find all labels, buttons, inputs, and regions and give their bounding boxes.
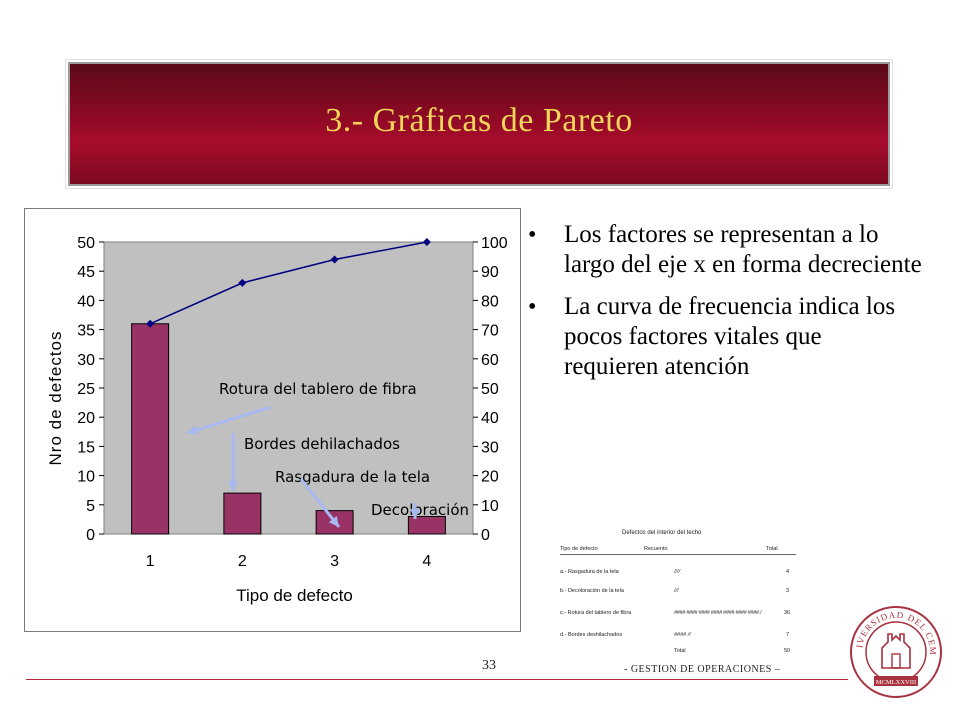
annotation-label: Rotura del tablero de fibra bbox=[219, 380, 417, 398]
annotation-label: Decoloración bbox=[371, 501, 469, 519]
x-axis-label: Tipo de defecto bbox=[236, 586, 353, 605]
cumulative-line bbox=[149, 241, 428, 325]
tally-row: a.- Rasgadura de la tela //// 4 bbox=[560, 569, 796, 579]
footer-text: - GESTION DE OPERACIONES – bbox=[624, 664, 781, 675]
tally-type: a.- Rasgadura de la tela bbox=[560, 569, 619, 575]
cumulative-point bbox=[146, 319, 155, 328]
bar bbox=[223, 492, 262, 535]
y2-tick-label: 40 bbox=[481, 410, 499, 427]
y-tick-label: 45 bbox=[77, 264, 95, 281]
tally-sheet: Defectos del interior del techo Tipo de … bbox=[556, 528, 796, 656]
y2-tick-label: 0 bbox=[481, 527, 490, 544]
bar bbox=[131, 323, 170, 535]
tally-row: b.- Decoloración de la tela /// 3 bbox=[560, 588, 796, 598]
y-tick-label: 40 bbox=[77, 293, 95, 310]
tally-title: Defectos del interior del techo bbox=[622, 530, 702, 536]
tally-row: c.- Rotura del tablero de fibra #### ###… bbox=[560, 610, 796, 620]
tally-divider bbox=[560, 554, 796, 555]
tally-total: 7 bbox=[786, 632, 790, 638]
tally-total: 4 bbox=[786, 569, 790, 575]
y-tick-label: 50 bbox=[77, 235, 95, 252]
annotation-arrow bbox=[299, 478, 341, 528]
bullet-item: Los factores se representan a lo largo d… bbox=[522, 220, 922, 280]
y-tick-label: 30 bbox=[77, 352, 95, 369]
tally-type: c.- Rotura del tablero de fibra bbox=[560, 610, 632, 616]
seal-year: MCMLXXVIII bbox=[876, 679, 916, 686]
x-tick-label: 3 bbox=[330, 553, 339, 570]
x-tick-label: 2 bbox=[238, 553, 247, 570]
y-axis-label: Nro de defectos bbox=[46, 330, 65, 465]
seal-text: UNIVERSIDAD DEL CEMA bbox=[848, 604, 937, 656]
tally-header-row: Tipo de defecto Recuento Total bbox=[560, 546, 796, 556]
tally-header: Total bbox=[766, 546, 778, 552]
bar bbox=[407, 515, 446, 535]
tally-type: d.- Bordes deshilachados bbox=[560, 632, 623, 638]
y-tick-label: 15 bbox=[77, 439, 95, 456]
y2-tick-label: 80 bbox=[481, 293, 499, 310]
annotation-label: Rasgadura de la tela bbox=[275, 468, 430, 486]
tally-row: d.- Bordes deshilachados #### // 7 bbox=[560, 632, 796, 642]
y2-tick-label: 60 bbox=[481, 352, 499, 369]
tally-total: 36 bbox=[784, 610, 791, 616]
y-tick-label: 0 bbox=[86, 527, 95, 544]
tally-type: b.- Decoloración de la tela bbox=[560, 588, 624, 594]
cumulative-point bbox=[422, 238, 431, 246]
tally-header: Tipo de defecto bbox=[560, 546, 598, 552]
cumulative-point bbox=[238, 278, 247, 287]
tally-header: Recuento bbox=[644, 546, 668, 552]
tally-total-label: Total bbox=[674, 648, 686, 654]
y2-tick-label: 20 bbox=[481, 469, 499, 486]
y2-tick-label: 100 bbox=[481, 235, 508, 252]
y2-tick-label: 90 bbox=[481, 264, 499, 281]
tally-marks: /// bbox=[674, 588, 679, 594]
y2-tick-label: 30 bbox=[481, 439, 499, 456]
tally-total-value: 50 bbox=[784, 648, 791, 654]
tally-marks: #### // bbox=[674, 632, 691, 638]
tally-marks: //// bbox=[674, 569, 681, 575]
annotation-label: Bordes dehilachados bbox=[244, 435, 400, 453]
y2-tick-label: 50 bbox=[481, 381, 499, 398]
tally-total-row: Total 50 bbox=[560, 648, 796, 658]
tally-marks: #### #### #### #### #### #### #### / bbox=[674, 610, 762, 616]
bullet-item: La curva de frecuencia indica los pocos … bbox=[522, 292, 922, 382]
y2-tick-label: 70 bbox=[481, 323, 499, 340]
y-tick-label: 25 bbox=[77, 381, 95, 398]
svg-text:UNIVERSIDAD DEL CEMA: UNIVERSIDAD DEL CEMA bbox=[848, 604, 938, 656]
university-seal-icon: UNIVERSIDAD DEL CEMA MCMLXXVIII bbox=[848, 604, 942, 698]
y-tick-label: 10 bbox=[77, 469, 95, 486]
y2-tick-label: 10 bbox=[481, 498, 499, 515]
title-banner: 3.- Gráficas de Pareto bbox=[65, 59, 893, 189]
y-tick-label: 5 bbox=[86, 498, 95, 515]
x-tick-label: 1 bbox=[146, 553, 155, 570]
slide-title: 3.- Gráficas de Pareto bbox=[325, 102, 633, 139]
annotation-arrowhead bbox=[228, 481, 238, 491]
page-number: 33 bbox=[482, 658, 496, 673]
bullet-list: Los factores se representan a lo largo d… bbox=[522, 220, 922, 394]
annotation-arrowhead bbox=[410, 509, 420, 519]
pareto-chart-svg: 0 5 10 15 20 25 30 35 40 45 50 0 10 20 30 40 50 60 70 80 90 1… bbox=[46, 235, 508, 605]
annotation-arrowhead bbox=[187, 425, 199, 435]
annotation-arrowhead bbox=[328, 516, 339, 527]
x-tick-label: 4 bbox=[422, 553, 431, 570]
pareto-chart: 0 5 10 15 20 25 30 35 40 45 50 0 10 20 30 40 50 60 70 80 90 1… bbox=[24, 208, 521, 632]
y-tick-label: 20 bbox=[77, 410, 95, 427]
footer-divider bbox=[26, 679, 848, 680]
tally-total: 3 bbox=[786, 588, 790, 594]
annotation-arrow bbox=[186, 405, 272, 435]
y-tick-label: 35 bbox=[77, 323, 95, 340]
